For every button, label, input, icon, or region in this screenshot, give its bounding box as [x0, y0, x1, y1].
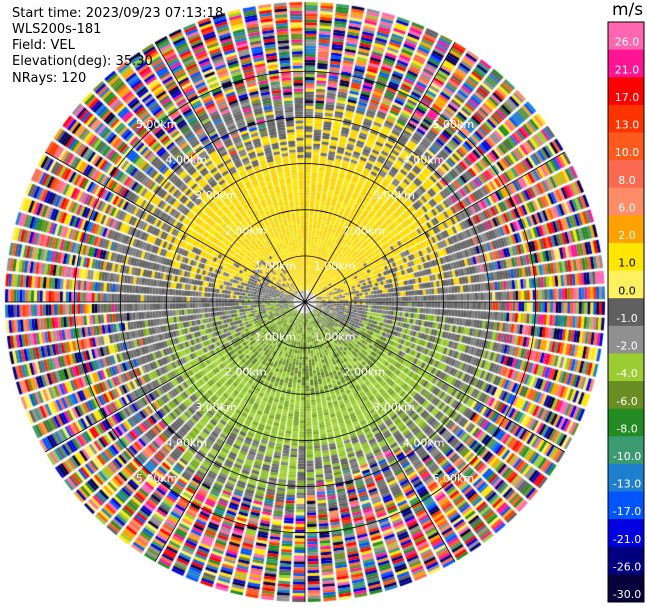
azimuth-spoke-330: [154, 41, 306, 303]
colorbar-swatch-18: [608, 519, 644, 548]
azimuth-spoke-300: [44, 151, 306, 303]
colorbar-swatch-10: [608, 298, 644, 327]
colorbar-unit: m/s: [612, 0, 644, 20]
azimuth-spoke-60: [304, 151, 566, 303]
ring-label-2-220: 2.00km: [225, 366, 267, 379]
colorbar-tick-7: 2.0: [618, 229, 636, 242]
colorbar-swatch-0: [608, 22, 644, 51]
field-label: Field: VEL: [12, 38, 75, 53]
colorbar-tick-6: 6.0: [618, 201, 636, 214]
ring-label-4-320: 4.00km: [166, 154, 208, 167]
colorbar-tick-13: -6.0: [616, 395, 637, 408]
ring-label-3-40: 3.00km: [373, 189, 415, 202]
colorbar-swatch-12: [608, 353, 644, 382]
ring-label-2-140: 2.00km: [344, 366, 386, 379]
colorbar-swatch-17: [608, 491, 644, 520]
ring-label-1-320: 1.00km: [255, 260, 297, 273]
colorbar-tick-4: 10.0: [615, 146, 640, 159]
ring-label-1-220: 1.00km: [255, 330, 297, 343]
colorbar-swatch-3: [608, 104, 644, 133]
colorbar-tick-20: -30.0: [613, 588, 641, 601]
colorbar-swatch-6: [608, 187, 644, 216]
colorbar-tick-5: 8.0: [618, 174, 636, 187]
azimuth-spoke-30: [304, 41, 456, 303]
colorbar-swatch-4: [608, 132, 644, 161]
colorbar-swatch-1: [608, 49, 644, 78]
colorbar-frame: [607, 21, 645, 603]
colorbar-swatch-9: [608, 270, 644, 299]
ring-label-4-220: 4.00km: [166, 436, 208, 449]
ring-label-2-320: 2.00km: [225, 224, 267, 237]
colorbar-tick-2: 17.0: [615, 91, 640, 104]
colorbar-swatch-7: [608, 215, 644, 244]
ring-label-3-140: 3.00km: [373, 401, 415, 414]
ring-label-2-40: 2.00km: [344, 224, 386, 237]
colorbar-tick-18: -21.0: [613, 533, 641, 546]
colorbar-swatch-2: [608, 77, 644, 106]
ring-label-3-220: 3.00km: [195, 401, 237, 414]
colorbar-tick-11: -2.0: [616, 340, 637, 353]
colorbar-tick-14: -8.0: [616, 422, 637, 435]
colorbar-swatch-11: [608, 325, 644, 354]
colorbar-swatch-14: [608, 408, 644, 437]
colorbar-tick-3: 13.0: [615, 119, 640, 132]
elevation-label: Elevation(deg): 35.30: [12, 54, 153, 69]
colorbar-tick-16: -13.0: [613, 478, 641, 491]
ring-label-1-40: 1.00km: [314, 260, 356, 273]
ring-label-4-140: 4.00km: [403, 436, 445, 449]
azimuth-spoke-150: [304, 301, 456, 563]
start-time-label: Start time: 2023/09/23 07:13:18: [12, 6, 224, 21]
nrays-label: NRays: 120: [12, 71, 87, 86]
instrument-label: WLS200s-181: [12, 22, 102, 37]
ring-label-5-320: 5.00km: [136, 118, 178, 131]
azimuth-spoke-210: [154, 301, 306, 563]
colorbar-swatch-13: [608, 381, 644, 410]
ring-label-5-40: 5.00km: [433, 118, 475, 131]
ring-label-5-140: 5.00km: [433, 472, 475, 485]
colorbar-swatch-20: [608, 574, 644, 603]
colorbar-tick-19: -26.0: [613, 560, 641, 573]
ring-label-1-140: 1.00km: [314, 330, 356, 343]
colorbar-swatch-16: [608, 463, 644, 493]
colorbar-swatch-8: [608, 242, 644, 272]
colorbar-tick-12: -4.0: [616, 367, 637, 380]
colorbar-tick-17: -17.0: [613, 505, 641, 518]
ring-label-3-320: 3.00km: [195, 189, 237, 202]
colorbar-swatch-15: [608, 436, 644, 465]
colorbar-swatch-19: [608, 546, 644, 575]
colorbar-swatch-5: [608, 160, 644, 189]
colorbar-tick-10: -1.0: [616, 312, 637, 325]
ring-label-5-220: 5.00km: [136, 472, 178, 485]
colorbar-tick-0: 26.0: [615, 36, 640, 49]
colorbar-tick-9: 0.0: [618, 284, 636, 297]
colorbar-tick-15: -10.0: [613, 450, 641, 463]
ring-label-4-40: 4.00km: [403, 154, 445, 167]
azimuth-spoke-240: [44, 301, 306, 453]
azimuth-spoke-120: [304, 301, 566, 453]
colorbar-tick-8: 1.0: [618, 257, 636, 270]
colorbar-tick-1: 21.0: [615, 63, 640, 76]
